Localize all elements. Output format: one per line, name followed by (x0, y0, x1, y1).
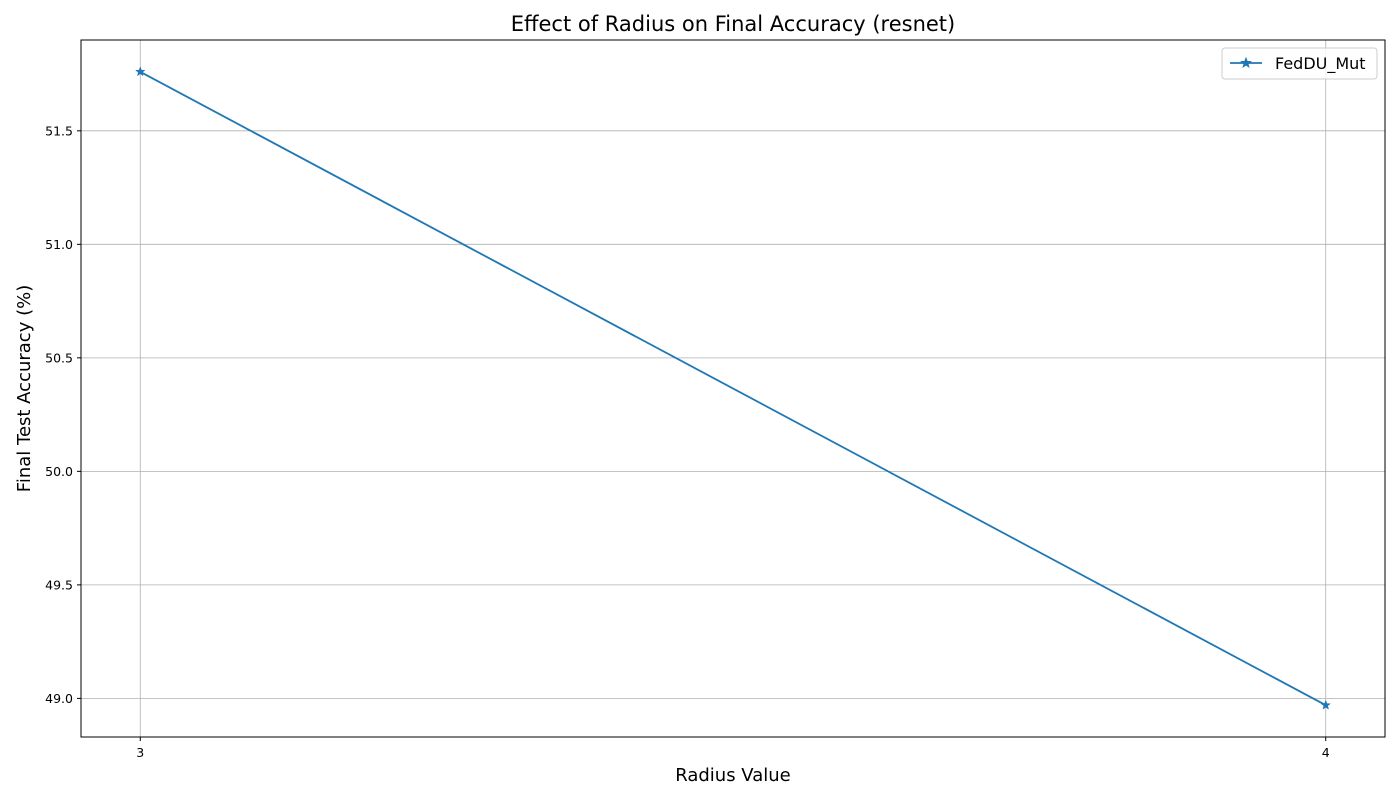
y-tick-label: 51.5 (45, 123, 73, 138)
legend-box (1221, 47, 1378, 80)
y-axis-label: Final Test Accuracy (%) (14, 285, 35, 492)
y-tick-label: 50.0 (45, 464, 73, 479)
series-line (139, 70, 1327, 707)
y-tick-label: 50.5 (45, 350, 73, 365)
x-tick-label: 4 (1322, 745, 1330, 760)
plot-area-frame (80, 39, 1386, 738)
data-point-star-marker (1320, 699, 1331, 710)
y-tick-label: 49.5 (45, 577, 73, 592)
legend: FedDU_Mut (1221, 47, 1378, 80)
grid (81, 40, 1385, 737)
x-tick-label: 3 (136, 745, 144, 760)
data-point-star-marker (135, 66, 146, 77)
ticks: 49.0 49.5 50.0 50.5 51.0 51.5 3 4 (45, 123, 1330, 760)
series-layer (135, 66, 1331, 710)
y-tick-label: 51.0 (45, 237, 73, 252)
legend-label-feddu-mut: FedDU_Mut (1275, 54, 1366, 74)
y-tick-label: 49.0 (45, 691, 73, 706)
x-axis-label: Radius Value (675, 765, 791, 786)
legend-star-marker (1240, 56, 1252, 69)
chart-title: Effect of Radius on Final Accuracy (resn… (511, 12, 955, 36)
